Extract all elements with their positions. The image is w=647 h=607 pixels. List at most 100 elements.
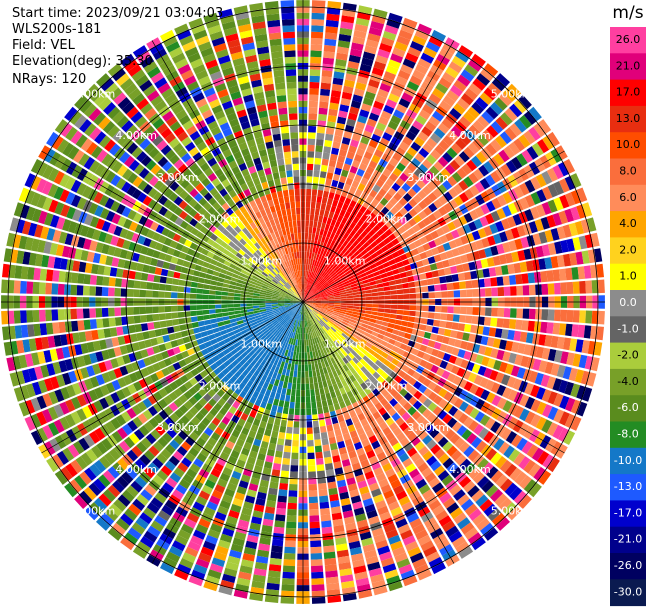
velocity-gate [356, 227, 364, 235]
velocity-gate [96, 517, 111, 531]
velocity-gate [483, 503, 498, 517]
velocity-gate [344, 258, 351, 266]
velocity-gate [214, 426, 224, 436]
velocity-gate [69, 479, 83, 494]
velocity-gate [375, 122, 387, 132]
velocity-gate [321, 300, 329, 302]
velocity-gate [490, 139, 502, 152]
velocity-gate [327, 293, 334, 296]
velocity-gate [251, 516, 262, 525]
velocity-gate [300, 308, 302, 315]
velocity-gate [422, 185, 432, 196]
velocity-gate [321, 70, 333, 78]
velocity-gate [319, 368, 325, 376]
velocity-gate [155, 370, 165, 380]
velocity-gate [99, 456, 111, 469]
velocity-gate [267, 383, 274, 391]
velocity-gate [357, 480, 368, 489]
velocity-gate [365, 166, 375, 175]
velocity-gate [384, 569, 399, 580]
velocity-gate [237, 418, 246, 427]
velocity-gate [341, 332, 348, 339]
velocity-gate [145, 306, 153, 314]
velocity-gate [244, 495, 256, 504]
velocity-gate [197, 277, 205, 284]
velocity-gate [177, 430, 189, 441]
velocity-gate [309, 245, 314, 253]
velocity-gate [445, 525, 459, 538]
velocity-gate [253, 310, 261, 314]
velocity-gate [346, 305, 354, 309]
velocity-gate [341, 321, 349, 326]
velocity-gate [346, 252, 353, 259]
velocity-gate [445, 275, 453, 283]
velocity-gate [33, 323, 41, 337]
velocity-gate [346, 404, 354, 413]
velocity-gate [341, 350, 348, 357]
velocity-gate [419, 251, 428, 260]
velocity-gate [390, 506, 403, 517]
velocity-gate [264, 428, 272, 437]
velocity-gate [148, 417, 159, 429]
velocity-gate [310, 286, 315, 292]
velocity-gate [202, 294, 209, 300]
velocity-gate [184, 356, 193, 365]
velocity-gate [458, 378, 468, 389]
velocity-gate [307, 306, 313, 312]
velocity-gate [318, 413, 325, 421]
velocity-gate [342, 240, 349, 247]
velocity-gate [46, 363, 56, 376]
velocity-gate [198, 397, 208, 407]
velocity-gate [402, 245, 411, 253]
velocity-gate [314, 306, 321, 311]
velocity-gate [306, 421, 313, 428]
velocity-gate [49, 376, 60, 390]
velocity-gate [49, 348, 59, 362]
velocity-gate [306, 195, 311, 202]
velocity-gate [503, 502, 517, 516]
velocity-gate [538, 360, 548, 373]
velocity-gate [321, 196, 328, 204]
velocity-gate [537, 450, 550, 465]
velocity-gate [325, 469, 335, 477]
velocity-gate [267, 493, 277, 502]
velocity-gate [411, 183, 422, 194]
velocity-gate [306, 283, 309, 290]
velocity-gate [319, 171, 327, 179]
velocity-gate [245, 435, 255, 445]
velocity-gate [208, 371, 217, 380]
velocity-gate [467, 449, 480, 462]
velocity-gate [459, 306, 467, 315]
velocity-gate [422, 292, 429, 299]
velocity-gate [304, 289, 308, 297]
velocity-gate [431, 562, 446, 575]
velocity-gate [304, 283, 306, 290]
velocity-gate [352, 94, 363, 103]
velocity-gate [265, 293, 273, 297]
velocity-gate [285, 322, 290, 329]
velocity-gate [485, 287, 492, 297]
velocity-gate [330, 90, 342, 98]
velocity-gate [258, 332, 265, 339]
velocity-gate [176, 563, 192, 575]
velocity-gate [132, 416, 143, 428]
velocity-gate [313, 291, 320, 296]
velocity-gate [259, 537, 271, 546]
velocity-gate [321, 158, 329, 166]
velocity-gate [552, 424, 564, 440]
velocity-gate [179, 374, 189, 384]
velocity-gate [190, 310, 197, 317]
velocity-gate [294, 313, 298, 319]
velocity-gate [361, 438, 371, 448]
velocity-gate [308, 296, 315, 300]
velocity-gate [347, 275, 354, 281]
velocity-gate [412, 558, 427, 569]
velocity-gate [314, 382, 319, 390]
velocity-gate [133, 381, 143, 392]
velocity-gate [137, 401, 147, 412]
velocity-gate [260, 401, 267, 409]
velocity-gate [184, 380, 193, 390]
velocity-gate [359, 297, 366, 301]
velocity-gate [412, 523, 426, 535]
velocity-gate [359, 238, 367, 246]
